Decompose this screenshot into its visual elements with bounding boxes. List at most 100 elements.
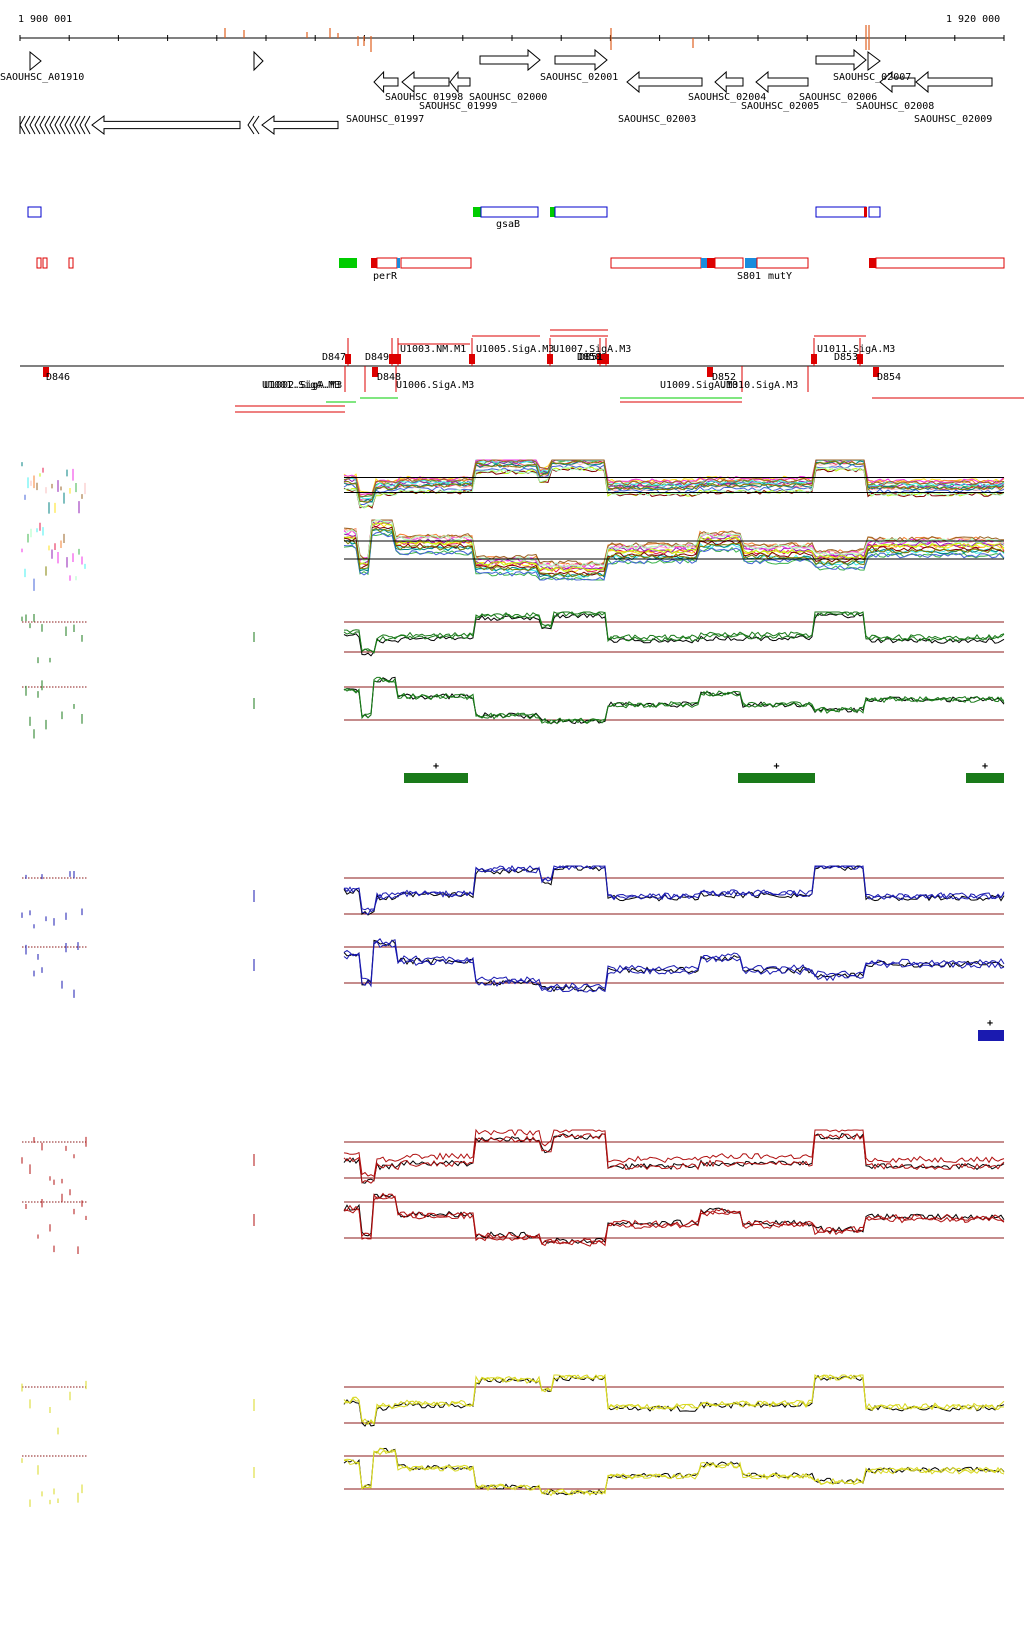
regulatory-block bbox=[389, 354, 395, 364]
ruler-highlight-marks bbox=[224, 25, 870, 52]
minus-feature-track: perR S801 mutY bbox=[36, 257, 1005, 282]
regulatory-block bbox=[857, 354, 863, 364]
minus-feature-blue-marker bbox=[745, 258, 757, 268]
regulatory-label: U1005.SigA.M3 bbox=[476, 344, 554, 355]
plus-feature-box bbox=[480, 206, 539, 218]
gene-glyph bbox=[44, 115, 51, 135]
gene-glyph bbox=[91, 115, 241, 135]
gene-glyph bbox=[401, 70, 450, 94]
gene-label: SAOUHSC_02008 bbox=[856, 101, 934, 112]
plus-feature-box bbox=[815, 206, 867, 218]
minus-feature-box bbox=[400, 257, 472, 269]
multi-series-line bbox=[343, 520, 1005, 571]
minus-feature-blue-marker bbox=[397, 258, 400, 268]
gene-glyph bbox=[59, 115, 66, 135]
minus-feature-red-marker bbox=[371, 258, 377, 268]
blue-series-line bbox=[343, 940, 1005, 993]
minus-feature-box bbox=[610, 257, 702, 269]
regulatory-block bbox=[345, 354, 351, 364]
gene-label: SAOUHSC_01999 bbox=[419, 101, 497, 112]
regulatory-block bbox=[597, 354, 603, 364]
plus-feature-track: gsaB bbox=[27, 206, 881, 230]
multi-series-line bbox=[343, 525, 1005, 576]
regulatory-label: U1010.SigA.M3 bbox=[720, 380, 798, 391]
regulatory-label: D851 bbox=[579, 352, 603, 363]
yellow-series-line bbox=[343, 1447, 1005, 1496]
ruler-ticks bbox=[19, 35, 1005, 41]
feature-label-perR: perR bbox=[373, 271, 398, 282]
gene-glyph bbox=[64, 115, 71, 135]
gene-glyph bbox=[79, 115, 86, 135]
regulatory-block bbox=[43, 367, 49, 377]
minus-feature-blue-marker bbox=[701, 258, 707, 268]
gene-glyph bbox=[29, 50, 42, 72]
ruler-end-label: 1 920 000 bbox=[946, 14, 1000, 25]
regulatory-label: D854 bbox=[877, 372, 901, 383]
multi-series-line bbox=[343, 527, 1005, 578]
yellow-series-line bbox=[343, 1374, 1005, 1425]
multi-series-line bbox=[343, 522, 1005, 572]
plus-feature-box bbox=[554, 206, 608, 218]
segment-bar bbox=[966, 773, 1004, 783]
regulatory-block bbox=[603, 354, 609, 364]
regulatory-label: U1007.SigA.M3 bbox=[553, 344, 631, 355]
gene-label: SAOUHSC_02004 bbox=[688, 92, 766, 103]
gene-track: SAOUHSC_A01910 SAOUHSC_01997 SAOUHSC_01998… bbox=[0, 48, 993, 135]
segment-bar bbox=[978, 1030, 1004, 1041]
gene-glyph bbox=[867, 51, 881, 71]
plus-feature-green-marker bbox=[473, 207, 481, 217]
multi-series-line bbox=[343, 459, 1005, 498]
feature-label-gsaB: gsaB bbox=[496, 219, 520, 230]
coordinate-ruler: 1 900 001 1 920 000 bbox=[18, 14, 1005, 52]
minus-feature-red-marker bbox=[869, 258, 876, 268]
minus-feature-box bbox=[376, 257, 398, 269]
regulatory-label: D850 bbox=[577, 352, 601, 363]
blue-series-line bbox=[343, 865, 1005, 916]
green-series-line bbox=[343, 678, 1005, 725]
minus-feature-box bbox=[36, 257, 42, 269]
gene-label: SAOUHSC_01997 bbox=[346, 114, 424, 125]
gene-label: SAOUHSC_A01910 bbox=[0, 72, 84, 83]
gene-glyph bbox=[84, 115, 91, 135]
gene-glyph bbox=[29, 115, 36, 135]
gene-glyph bbox=[253, 50, 264, 72]
gene-glyph bbox=[49, 115, 56, 135]
ruler-start-label: 1 900 001 bbox=[18, 14, 72, 25]
regulatory-block bbox=[547, 354, 553, 364]
regulatory-label: D846 bbox=[46, 372, 70, 383]
gene-glyph bbox=[39, 115, 46, 135]
blue-series-line bbox=[343, 865, 1005, 916]
gene-glyph bbox=[479, 48, 541, 72]
segment-bars: + + + + bbox=[404, 761, 1004, 1041]
plus-feature-red-marker bbox=[864, 207, 867, 217]
regulatory-label: U1003.NM.M1 bbox=[400, 344, 466, 355]
feature-label-mutY: mutY bbox=[768, 271, 792, 282]
minus-feature-red-marker bbox=[707, 258, 715, 268]
green-series-line bbox=[344, 611, 1005, 653]
plus-feature-box bbox=[868, 206, 881, 218]
yellow-series-line bbox=[344, 1449, 1005, 1497]
gene-label: SAOUHSC_02001 bbox=[540, 72, 618, 83]
gene-glyph bbox=[247, 115, 255, 135]
segment-marker: + bbox=[774, 761, 780, 772]
gene-glyph bbox=[815, 48, 867, 72]
gene-glyph bbox=[74, 115, 81, 135]
gene-glyph bbox=[714, 70, 744, 94]
regulatory-block bbox=[395, 354, 401, 364]
minus-feature-box bbox=[42, 257, 48, 269]
regulatory-track: D847 D849 U1003.NM.M1 U1005.SigA.M3U1007.Si… bbox=[20, 329, 1024, 413]
regulatory-label: U1006.SigA.M3 bbox=[396, 380, 474, 391]
segment-bar bbox=[404, 773, 468, 783]
regulatory-block bbox=[811, 354, 817, 364]
gene-glyph bbox=[252, 115, 260, 135]
minus-feature-box bbox=[756, 257, 809, 269]
gene-glyph bbox=[915, 70, 993, 94]
green-series-line bbox=[343, 611, 1005, 654]
minus-feature-green-marker bbox=[339, 258, 357, 268]
gene-label: SAOUHSC_01998 bbox=[385, 92, 463, 103]
multi-series-line bbox=[343, 460, 1005, 503]
regulatory-label: D848 bbox=[377, 372, 401, 383]
gene-glyph bbox=[54, 115, 61, 135]
gene-label: SAOUHSC_02003 bbox=[618, 114, 696, 125]
